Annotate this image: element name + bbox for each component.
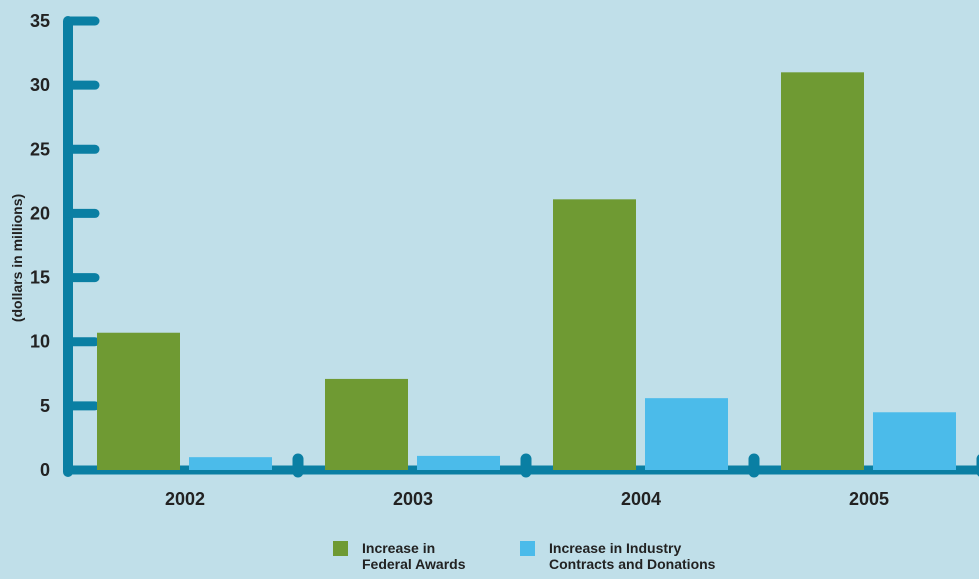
labels-layer: (dollars in millions) 2002 2003 2004 2005 <box>9 194 889 509</box>
bar <box>417 455 500 470</box>
bar <box>553 199 636 470</box>
bar <box>781 72 864 471</box>
bar <box>645 398 728 470</box>
y-tick-label: 10 <box>30 332 50 352</box>
y-tick-label: 15 <box>30 268 50 288</box>
bar <box>97 332 180 470</box>
y-axis-label: (dollars in millions) <box>9 194 25 322</box>
legend-swatch <box>520 541 535 556</box>
y-tick-label: 5 <box>40 396 50 416</box>
y-tick-label: 20 <box>30 203 50 223</box>
bar <box>189 457 272 470</box>
y-tick-label: 25 <box>30 139 50 159</box>
bar <box>873 412 956 470</box>
x-tick-label: 2004 <box>621 489 661 509</box>
legend-label: Increase in Industry <box>549 540 681 556</box>
legend-label: Contracts and Donations <box>549 556 716 572</box>
x-tick-label: 2003 <box>393 489 433 509</box>
bar <box>325 378 408 470</box>
bars-layer <box>97 72 956 471</box>
y-tick-label: 35 <box>30 11 50 31</box>
legend-swatch <box>333 541 348 556</box>
legend-label: Increase in <box>362 540 435 556</box>
legend-label: Federal Awards <box>362 556 466 572</box>
x-tick-label: 2002 <box>165 489 205 509</box>
y-tick-label: 0 <box>40 460 50 480</box>
x-tick-label: 2005 <box>849 489 889 509</box>
y-tick-label: 30 <box>30 75 50 95</box>
